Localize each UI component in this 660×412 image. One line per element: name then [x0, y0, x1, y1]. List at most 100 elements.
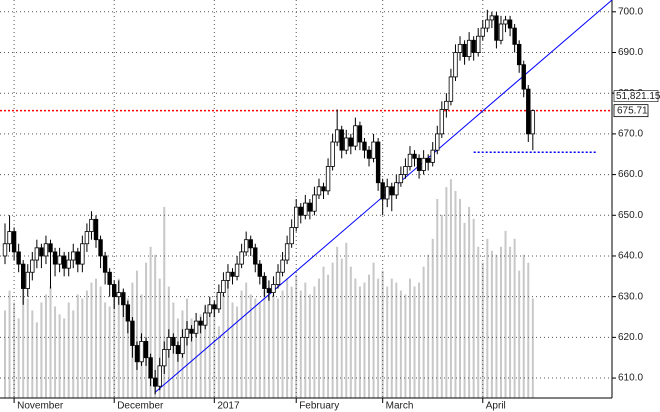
- volume-bar: [99, 286, 102, 398]
- volume-bar: [477, 246, 480, 398]
- candle-body: [421, 157, 426, 171]
- volume-bar: [26, 298, 29, 398]
- volume-bar: [399, 290, 402, 398]
- last-price-box: [613, 104, 649, 118]
- candle-body: [248, 239, 253, 249]
- volume-bar: [249, 294, 252, 398]
- volume-bar: [313, 286, 316, 398]
- candle-body: [175, 345, 181, 355]
- candle-body: [139, 341, 144, 363]
- y-tick-label: 620.0: [618, 332, 643, 343]
- y-tick-label: 670.0: [618, 129, 643, 140]
- volume-bar: [449, 179, 452, 398]
- volume-bar: [72, 310, 75, 398]
- x-tick-label: April: [486, 401, 506, 412]
- volume-bar: [495, 254, 498, 398]
- volume-bar: [358, 286, 361, 398]
- volume-bar: [258, 302, 261, 398]
- candle-body: [271, 284, 276, 293]
- candle-body: [303, 202, 308, 216]
- volume-bar: [272, 294, 275, 398]
- volume-bar: [158, 278, 161, 398]
- candle-body: [148, 357, 153, 379]
- candle-body: [321, 186, 326, 192]
- volume-bar: [8, 290, 11, 398]
- candle-body: [398, 174, 404, 184]
- candle-body: [102, 255, 108, 273]
- volume-bar: [67, 302, 70, 398]
- last-price-label: 675.71: [617, 105, 648, 116]
- volume-bar: [231, 302, 234, 398]
- volume-bar: [145, 262, 148, 398]
- volume-bar: [58, 314, 61, 398]
- annotation: 51,821.15: [616, 91, 660, 102]
- candle-body: [516, 43, 522, 66]
- y-tick-label: 630.0: [618, 291, 643, 302]
- volume-bar: [349, 266, 352, 398]
- candle-body: [407, 153, 413, 167]
- volume-bar: [518, 270, 521, 398]
- volume-bar: [186, 298, 189, 398]
- candle-body: [334, 129, 340, 143]
- volume-bar: [126, 298, 129, 398]
- candle-body: [521, 64, 526, 90]
- candle-body: [416, 157, 422, 171]
- candle-body: [257, 263, 263, 277]
- volume-bar: [345, 242, 348, 398]
- volume-bar: [431, 238, 434, 398]
- volume-bar: [281, 290, 284, 398]
- volume-bar: [377, 278, 380, 398]
- candle-body: [353, 125, 358, 147]
- candle-body: [39, 247, 44, 257]
- candle-body: [230, 271, 235, 277]
- volume-bar: [90, 282, 93, 398]
- volume-bar: [472, 218, 475, 398]
- volume-bar: [454, 191, 457, 398]
- candle-body: [57, 255, 62, 265]
- candle-body: [239, 251, 244, 265]
- candle-body: [344, 137, 349, 151]
- candle-body: [284, 243, 290, 261]
- volume-bar: [22, 278, 25, 398]
- volume-bar: [204, 306, 207, 398]
- candle-body: [498, 23, 504, 41]
- volume-bar: [195, 326, 198, 398]
- volume-bar: [459, 199, 462, 398]
- candle-body: [294, 206, 299, 228]
- candle-body: [98, 239, 103, 257]
- volume-bar: [17, 318, 20, 398]
- candle-body: [130, 320, 135, 346]
- candle-body: [2, 243, 8, 257]
- candle-body: [30, 259, 35, 273]
- volume-bar: [267, 286, 270, 398]
- candle-body: [11, 231, 17, 253]
- candle-body: [298, 206, 303, 216]
- volume-bar: [54, 306, 57, 398]
- candle-body: [116, 292, 121, 298]
- volume-bar: [372, 262, 375, 398]
- volume-bar: [504, 230, 507, 398]
- volume-bar: [35, 322, 38, 398]
- candle-body: [307, 202, 313, 212]
- volume-bar: [154, 254, 157, 398]
- candle-body: [234, 263, 240, 277]
- volume-bar: [322, 266, 325, 398]
- candle-body: [330, 141, 335, 167]
- volume-bar: [49, 286, 52, 398]
- candle-body: [444, 100, 449, 110]
- x-tick-label: March: [386, 401, 414, 412]
- volume-bar: [149, 246, 152, 398]
- candle-body: [152, 377, 158, 387]
- candle-body: [526, 88, 531, 135]
- candle-body: [7, 231, 12, 245]
- candle-body: [489, 15, 495, 21]
- candle-body: [385, 186, 390, 200]
- volume-bar: [336, 246, 339, 398]
- candle-body: [375, 141, 381, 184]
- candle-body: [66, 259, 71, 269]
- volume-bar: [395, 282, 398, 398]
- candle-body: [134, 345, 140, 363]
- candle-body: [266, 288, 272, 293]
- candle-body: [16, 251, 21, 265]
- candle-body: [394, 182, 399, 196]
